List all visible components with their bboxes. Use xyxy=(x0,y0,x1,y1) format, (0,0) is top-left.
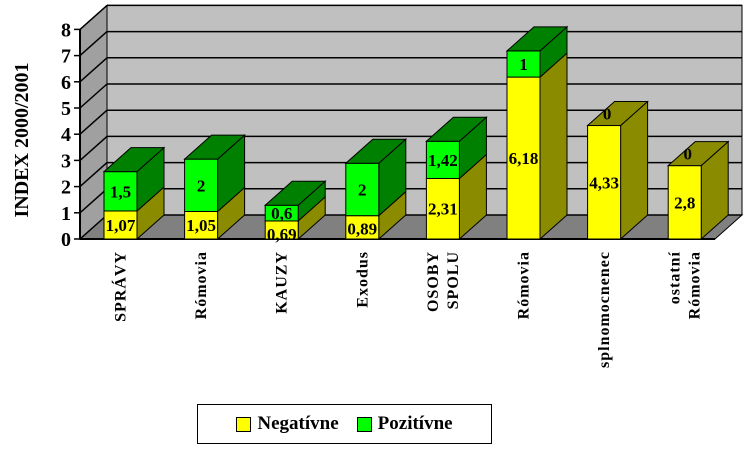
gridline-side xyxy=(79,4,108,30)
data-label-negative: 6,18 xyxy=(509,149,539,168)
bar-top xyxy=(183,134,246,160)
gridline-side xyxy=(79,214,108,240)
bar-segment-positive xyxy=(103,146,165,213)
bar-top xyxy=(666,141,730,167)
x-category-label: ostatní xyxy=(667,251,684,304)
bar-front xyxy=(506,76,541,240)
legend-swatch-negative xyxy=(236,416,252,432)
bar-segment-positive xyxy=(345,138,407,217)
bar-segment-positive xyxy=(184,133,246,213)
gridline-side xyxy=(79,109,108,135)
data-label-negative: 4,33 xyxy=(589,173,619,192)
gridline-side xyxy=(79,31,108,57)
bar-segment-positive xyxy=(425,116,487,180)
legend-item-positive: Pozitívne xyxy=(356,413,453,435)
legend-swatch-positive xyxy=(356,416,372,432)
bar-top xyxy=(505,26,569,52)
gridline-side xyxy=(79,188,108,214)
bar-top xyxy=(344,138,408,164)
y-tick-label: 3 xyxy=(61,150,71,172)
gridline-side xyxy=(79,135,108,161)
data-label-positive: 0 xyxy=(683,145,692,164)
x-category-label: Exodus xyxy=(354,251,371,308)
x-category-label: Rómovia xyxy=(687,251,704,319)
bar-segment-positive xyxy=(506,25,568,79)
gridline-side xyxy=(79,83,108,109)
data-label-negative: 1,05 xyxy=(186,216,216,235)
bar-front xyxy=(425,140,460,179)
data-label-positive: 0,6 xyxy=(271,204,292,223)
x-category-label: KAUZY xyxy=(274,251,291,314)
bar-front xyxy=(667,165,702,240)
data-label-negative: 0,69 xyxy=(267,225,297,244)
bar-top xyxy=(586,101,649,127)
x-category-label: SPOLU xyxy=(445,251,462,309)
y-tick-label: 2 xyxy=(61,177,71,199)
legend-label-positive: Pozitívne xyxy=(377,413,453,434)
y-tick-labels: 0 1 2 3 4 5 6 7 8 xyxy=(61,19,71,251)
bar-top xyxy=(102,147,166,173)
gridline-side xyxy=(79,57,108,83)
x-category-label: splnomocnenec xyxy=(596,251,613,368)
legend-item-negative: Negatívne xyxy=(236,413,339,435)
bar-segment-negative xyxy=(667,140,729,241)
x-category-label: OSOBY xyxy=(425,251,442,312)
y-axis-title: INDEX 2000/2001 xyxy=(11,62,33,217)
data-label-positive: 1,5 xyxy=(110,182,131,201)
bar-segment-negative xyxy=(425,153,487,241)
bar-segment-negative xyxy=(184,186,246,241)
bar-segment-negative xyxy=(103,185,165,241)
y-tick-label: 7 xyxy=(61,46,71,68)
x-category-labels: SPRÁVY Rómovia KAUZY Exodus OSOBY SPOLU Rómovi… xyxy=(111,251,704,368)
bar-front xyxy=(184,158,219,212)
bar-front xyxy=(103,171,138,212)
data-label-negative: 2,31 xyxy=(428,200,458,219)
y-tick-label: 1 xyxy=(61,203,71,225)
bar-segment-negative xyxy=(264,195,326,241)
data-label-positive: 1 xyxy=(519,55,528,74)
data-label-negative: 0,89 xyxy=(347,220,377,239)
bar-side xyxy=(539,51,568,241)
bar-segment-negative xyxy=(506,51,568,241)
y-tick-label: 6 xyxy=(61,72,71,94)
x-category-label: Rómovia xyxy=(516,251,533,319)
bar-top xyxy=(263,180,327,206)
x-category-label: SPRÁVY xyxy=(111,251,130,322)
legend-label-negative: Negatívne xyxy=(257,413,339,434)
y-tick-label: 4 xyxy=(61,124,71,146)
bar-front xyxy=(506,50,541,78)
legend: Negatívne Pozitívne xyxy=(197,404,492,444)
y-tick-label: 8 xyxy=(61,19,71,41)
data-label-positive: 0 xyxy=(603,105,612,124)
data-label-negative: 2,8 xyxy=(674,193,695,212)
data-label-positive: 1,42 xyxy=(428,151,458,170)
bars: 1,07 1,5 1,05 2 0,69 0,6 0,89 2 2,31 1,42 6,18 1 4,3… xyxy=(102,25,730,244)
x-category-label: Rómovia xyxy=(193,251,210,319)
bar-top xyxy=(425,116,488,142)
data-label-negative: 1,07 xyxy=(106,216,136,235)
y-tick-label: 5 xyxy=(61,98,71,120)
y-tick-label: 0 xyxy=(61,229,71,251)
gridline-side xyxy=(79,162,108,188)
data-label-positive: 2 xyxy=(197,176,206,195)
bar-front xyxy=(184,210,219,240)
bar-front xyxy=(345,162,380,217)
data-label-positive: 2 xyxy=(358,180,367,199)
